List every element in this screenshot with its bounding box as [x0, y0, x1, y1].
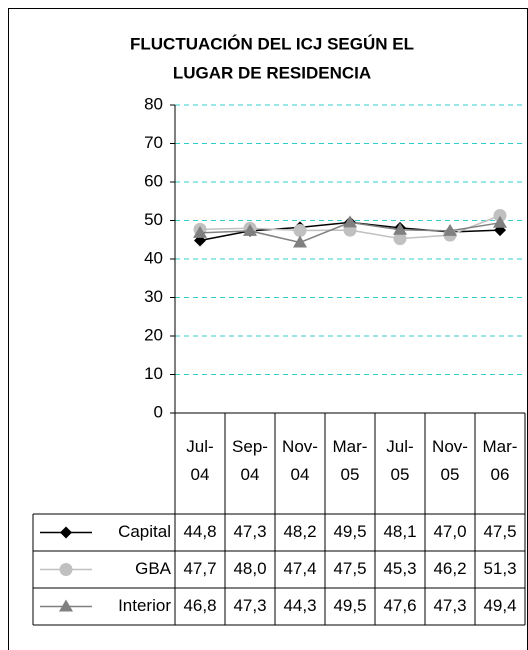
table-cell: 47,3 [233, 596, 266, 615]
marker [493, 215, 507, 228]
table-cell: 48,2 [283, 522, 316, 541]
legend-label: Interior [118, 596, 171, 615]
table-cell: 44,8 [183, 522, 216, 541]
table-cell: 47,0 [433, 522, 466, 541]
table-cell: 51,3 [483, 559, 516, 578]
chart-title: LUGAR DE RESIDENCIA [173, 63, 371, 82]
x-tick-label: Jul-05 [386, 437, 413, 484]
y-tick-label: 10 [144, 364, 163, 383]
y-tick-label: 50 [144, 210, 163, 229]
marker [193, 225, 207, 238]
marker [493, 208, 507, 222]
marker [59, 599, 73, 612]
x-tick-label: Sep-04 [232, 437, 268, 484]
legend-label: GBA [135, 559, 172, 578]
legend-label: Capital [118, 522, 171, 541]
marker [443, 223, 457, 236]
table-cell: 49,4 [483, 596, 516, 615]
x-tick-label: Nov-04 [282, 437, 318, 484]
table-cell: 46,2 [433, 559, 466, 578]
y-tick-label: 70 [144, 133, 163, 152]
marker [393, 232, 407, 246]
chart-title: FLUCTUACIÓN DEL ICJ SEGÚN EL [130, 34, 414, 53]
y-tick-label: 60 [144, 171, 163, 190]
marker [60, 526, 72, 539]
y-tick-label: 0 [154, 402, 163, 421]
marker [293, 224, 307, 238]
table-cell: 49,5 [333, 596, 366, 615]
x-tick-label: Mar-05 [333, 437, 368, 484]
marker [393, 222, 407, 235]
table-cell: 47,6 [383, 596, 416, 615]
table-cell: 46,8 [183, 596, 216, 615]
table-cell: 47,5 [333, 559, 366, 578]
y-tick-label: 20 [144, 325, 163, 344]
table-cell: 48,1 [383, 522, 416, 541]
x-tick-label: Mar-06 [483, 437, 518, 484]
marker [293, 235, 307, 248]
table-cell: 44,3 [283, 596, 316, 615]
table-cell: 47,5 [483, 522, 516, 541]
x-tick-label: Nov-05 [432, 437, 468, 484]
table-cell: 47,7 [183, 559, 216, 578]
table-cell: 47,3 [233, 522, 266, 541]
table-cell: 45,3 [383, 559, 416, 578]
table-cell: 48,0 [233, 559, 266, 578]
table-cell: 47,3 [433, 596, 466, 615]
table-cell: 49,5 [333, 522, 366, 541]
y-tick-label: 80 [144, 94, 163, 113]
x-tick-label: Jul-04 [186, 437, 213, 484]
marker [343, 215, 357, 228]
marker [243, 223, 257, 236]
table-cell: 47,4 [283, 559, 316, 578]
y-tick-label: 40 [144, 248, 163, 267]
marker [59, 563, 73, 576]
y-tick-label: 30 [144, 287, 163, 306]
